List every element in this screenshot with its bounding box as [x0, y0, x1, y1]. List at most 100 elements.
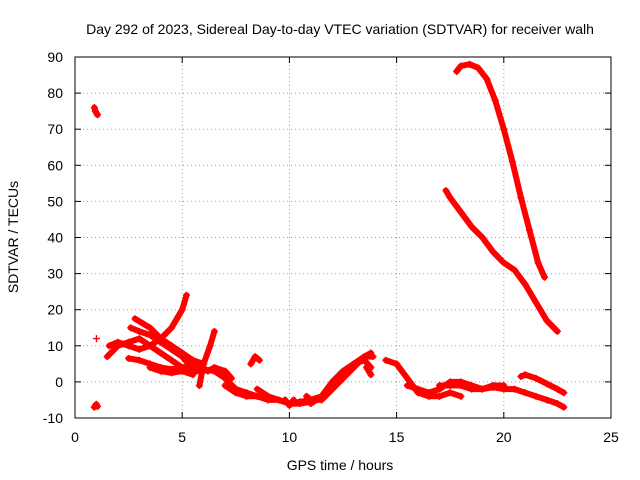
- data-point-marker: [94, 402, 102, 410]
- data-point-marker: [500, 259, 508, 267]
- data-point-marker: [307, 400, 315, 408]
- data-point-marker: [189, 371, 197, 379]
- data-point-marker: [247, 360, 255, 368]
- data-point-marker: [157, 349, 165, 357]
- data-point-marker: [526, 226, 534, 234]
- data-point-marker: [541, 273, 549, 281]
- series-arc-16: [281, 396, 298, 409]
- data-point-marker: [369, 353, 377, 361]
- chart-title: Day 292 of 2023, Sidereal Day-to-day VTE…: [86, 21, 594, 37]
- data-point-marker: [521, 371, 529, 379]
- data-point-marker: [553, 400, 561, 408]
- data-point-marker: [457, 382, 465, 390]
- data-point-marker: [167, 356, 175, 364]
- data-point-marker: [146, 331, 154, 339]
- data-point-marker: [167, 324, 175, 332]
- data-point-marker: [534, 259, 542, 267]
- data-point-marker: [182, 291, 190, 299]
- data-point-marker: [367, 371, 375, 379]
- data-point-marker: [146, 324, 154, 332]
- data-point-marker: [195, 363, 203, 371]
- data-point-marker: [435, 392, 443, 400]
- data-point-marker: [94, 111, 102, 119]
- axis-ticks: 0 5 10 15 20 25 -10 0 10 20 30 40 50 60 70 80 90: [43, 49, 619, 445]
- y-tick-label: 40: [47, 230, 63, 246]
- data-point-marker: [403, 374, 411, 382]
- data-point-marker: [135, 335, 143, 343]
- data-point-marker: [521, 280, 529, 288]
- data-point-marker: [414, 385, 422, 393]
- series-arc-24: [442, 187, 561, 335]
- data-point-marker: [457, 62, 465, 70]
- data-point-marker: [178, 306, 186, 314]
- data-point-marker: [483, 75, 491, 83]
- data-point-marker: [114, 338, 122, 346]
- data-point-marker: [560, 389, 568, 397]
- x-tick-label: 15: [389, 429, 405, 445]
- data-point-marker: [90, 104, 98, 112]
- data-point-marker: [442, 187, 450, 195]
- data-point-marker: [228, 374, 236, 382]
- data-point-marker: [189, 356, 197, 364]
- data-point-marker: [517, 194, 525, 202]
- x-tick-label: 20: [496, 429, 512, 445]
- series-arc-1: [90, 400, 102, 411]
- data-point-marker: [453, 67, 461, 75]
- series-arc-10: [195, 327, 218, 390]
- series-arc-19: [363, 363, 375, 379]
- data-point-marker: [92, 335, 100, 343]
- data-point-marker: [446, 382, 454, 390]
- data-point-marker: [296, 400, 304, 408]
- data-point-marker: [167, 369, 175, 377]
- y-tick-label: 20: [47, 302, 63, 318]
- y-tick-label: 70: [47, 121, 63, 137]
- data-point-marker: [255, 356, 263, 364]
- data-point-marker: [167, 342, 175, 350]
- data-point-marker: [185, 360, 193, 368]
- data-point-marker: [532, 374, 540, 382]
- series-trace: [453, 61, 548, 281]
- series-arc-13: [221, 382, 261, 400]
- data-point-marker: [146, 363, 154, 371]
- data-point-marker: [468, 223, 476, 231]
- x-axis-label: GPS time / hours: [287, 457, 394, 473]
- data-point-marker: [281, 396, 289, 404]
- data-point-marker: [127, 324, 135, 332]
- y-tick-label: 30: [47, 266, 63, 282]
- y-tick-label: 50: [47, 193, 63, 209]
- series-trace: [204, 364, 235, 382]
- data-point-marker: [543, 396, 551, 404]
- data-point-marker: [521, 389, 529, 397]
- data-point-marker: [500, 125, 508, 133]
- data-point-marker: [532, 392, 540, 400]
- x-tick-label: 5: [178, 429, 186, 445]
- data-point-marker: [543, 380, 551, 388]
- data-point-marker: [360, 356, 368, 364]
- data-point-marker: [328, 378, 336, 386]
- x-tick-label: 10: [282, 429, 298, 445]
- data-point-marker: [403, 382, 411, 390]
- data-point-marker: [318, 392, 326, 400]
- x-tick-label: 0: [71, 429, 79, 445]
- data-point-marker: [125, 342, 133, 350]
- series-arc-3: [92, 335, 100, 343]
- data-point-marker: [210, 327, 218, 335]
- data-point-marker: [290, 396, 298, 404]
- data-point-marker: [195, 382, 203, 390]
- series-trace: [196, 364, 325, 407]
- y-axis-label: SDTVAR / TECUs: [5, 181, 21, 293]
- data-point-marker: [350, 360, 358, 368]
- data-point-marker: [221, 382, 229, 390]
- y-tick-label: -10: [43, 410, 63, 426]
- data-point-marker: [275, 396, 283, 404]
- data-point-marker: [553, 327, 561, 335]
- data-point-marker: [393, 360, 401, 368]
- series-trace: [222, 382, 261, 400]
- data-point-marker: [285, 401, 293, 409]
- data-point-marker: [543, 317, 551, 325]
- data-point-marker: [131, 315, 139, 323]
- data-point-marker: [243, 392, 251, 400]
- y-tick-label: 0: [55, 374, 63, 390]
- data-point-marker: [125, 354, 133, 362]
- data-point-marker: [478, 385, 486, 393]
